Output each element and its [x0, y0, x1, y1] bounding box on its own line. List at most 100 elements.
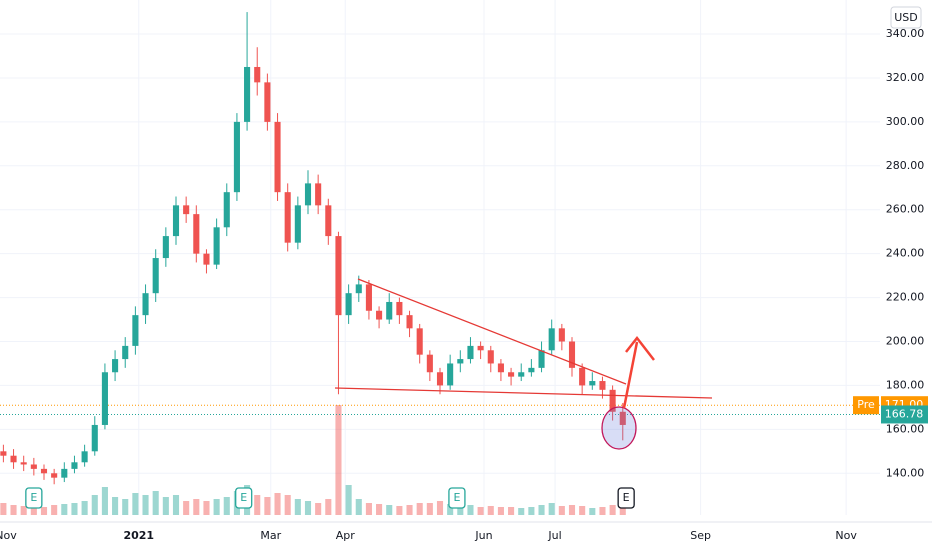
y-tick-label: 200.00 — [886, 335, 925, 348]
volume-bar — [518, 508, 525, 515]
candle-body — [396, 301, 403, 316]
candle-body — [538, 350, 545, 368]
candle-body — [609, 389, 616, 412]
candle-body — [315, 183, 322, 206]
candle-body — [20, 462, 27, 465]
y-tick-label: 140.00 — [886, 466, 925, 479]
volume-bar — [132, 493, 139, 515]
volume-bar — [436, 501, 444, 515]
volume-bar — [508, 507, 515, 515]
volume-bar — [325, 499, 332, 515]
candle-body — [365, 284, 372, 311]
candle-body — [335, 236, 342, 316]
candle-body — [162, 236, 169, 259]
volume-bar — [477, 507, 484, 515]
volume-bar — [122, 499, 129, 515]
candle-body — [112, 359, 119, 373]
candle-body — [0, 451, 7, 456]
candle-body — [223, 192, 230, 228]
volume-bar — [203, 501, 210, 515]
candle-body — [132, 315, 139, 346]
x-tick-label: Nov — [835, 529, 857, 542]
event-label: E — [623, 491, 630, 504]
currency-box[interactable] — [890, 6, 922, 29]
x-tick-label: Jun — [474, 529, 492, 542]
candle-body — [172, 205, 180, 237]
x-tick-label: Nov — [0, 529, 17, 542]
event-label: E — [30, 491, 37, 504]
candle-body — [325, 205, 332, 237]
volume-bar — [528, 507, 535, 515]
candle-body — [213, 227, 220, 265]
candle-body — [30, 464, 37, 469]
volume-bar — [294, 499, 301, 515]
grid — [0, 0, 880, 515]
volume-bar — [284, 495, 291, 515]
candle-body — [193, 214, 200, 254]
candle-body — [619, 411, 626, 425]
candle-body — [51, 473, 58, 478]
event-marker[interactable] — [25, 487, 43, 509]
volume-bar — [193, 499, 200, 515]
volume-bar — [599, 507, 606, 515]
volume-bar — [71, 503, 78, 515]
volume-bar — [30, 506, 37, 515]
volume-bar — [365, 503, 372, 515]
x-tick-label: Mar — [260, 529, 281, 542]
highlight-circle — [601, 406, 637, 450]
volume-bar — [558, 506, 565, 515]
volume-bar — [304, 501, 312, 515]
candle-body — [416, 328, 423, 355]
candle-body — [558, 328, 565, 342]
volume-bar — [112, 497, 119, 515]
candle-body — [81, 451, 88, 463]
volume-bar — [152, 491, 159, 515]
candle-body — [518, 372, 525, 377]
event-marker[interactable] — [235, 487, 253, 509]
volume-bar — [0, 503, 7, 515]
candle-body — [294, 205, 301, 243]
drawings — [334, 278, 713, 450]
candle-body — [183, 205, 190, 215]
volume-bar — [467, 505, 474, 515]
volume-bar — [172, 495, 180, 515]
price-label-box — [881, 405, 928, 424]
volume-bar — [426, 503, 433, 515]
event-marker[interactable] — [617, 487, 635, 509]
volume-bar — [487, 506, 494, 515]
volume-bar — [223, 497, 230, 515]
volume-bar — [51, 505, 58, 515]
volume-bar — [10, 505, 17, 515]
volume-bar — [40, 507, 48, 515]
price-axis: 140.00 160.00 180.00 200.00 220.00 240.00 260.… — [0, 27, 932, 542]
y-tick-label: 340.00 — [886, 27, 925, 40]
candle-body — [142, 293, 149, 316]
volume-bar — [81, 501, 88, 515]
volume-bar — [315, 503, 322, 515]
candle-body — [528, 367, 535, 373]
event-marker[interactable] — [448, 487, 466, 509]
candle-body — [406, 315, 413, 329]
volume-bar — [406, 505, 413, 515]
volume-bar — [396, 506, 403, 515]
x-tick-label: Jul — [547, 529, 561, 542]
trend-line — [357, 278, 627, 385]
y-tick-label: 240.00 — [886, 247, 925, 260]
candle-body — [426, 354, 433, 373]
candle-body — [508, 372, 515, 377]
volume-bar — [142, 495, 149, 515]
volume-bar — [497, 507, 504, 515]
candle-body — [599, 381, 606, 390]
candle-body — [304, 183, 312, 206]
candle-body — [447, 363, 454, 386]
candle-body — [487, 350, 494, 364]
candle-body — [568, 341, 576, 368]
volume-bar — [61, 504, 68, 515]
candle-body — [40, 468, 48, 474]
currency: USD — [894, 11, 918, 24]
volume-bar — [579, 506, 586, 515]
volume-bar — [416, 503, 423, 515]
candle-body — [71, 462, 78, 469]
